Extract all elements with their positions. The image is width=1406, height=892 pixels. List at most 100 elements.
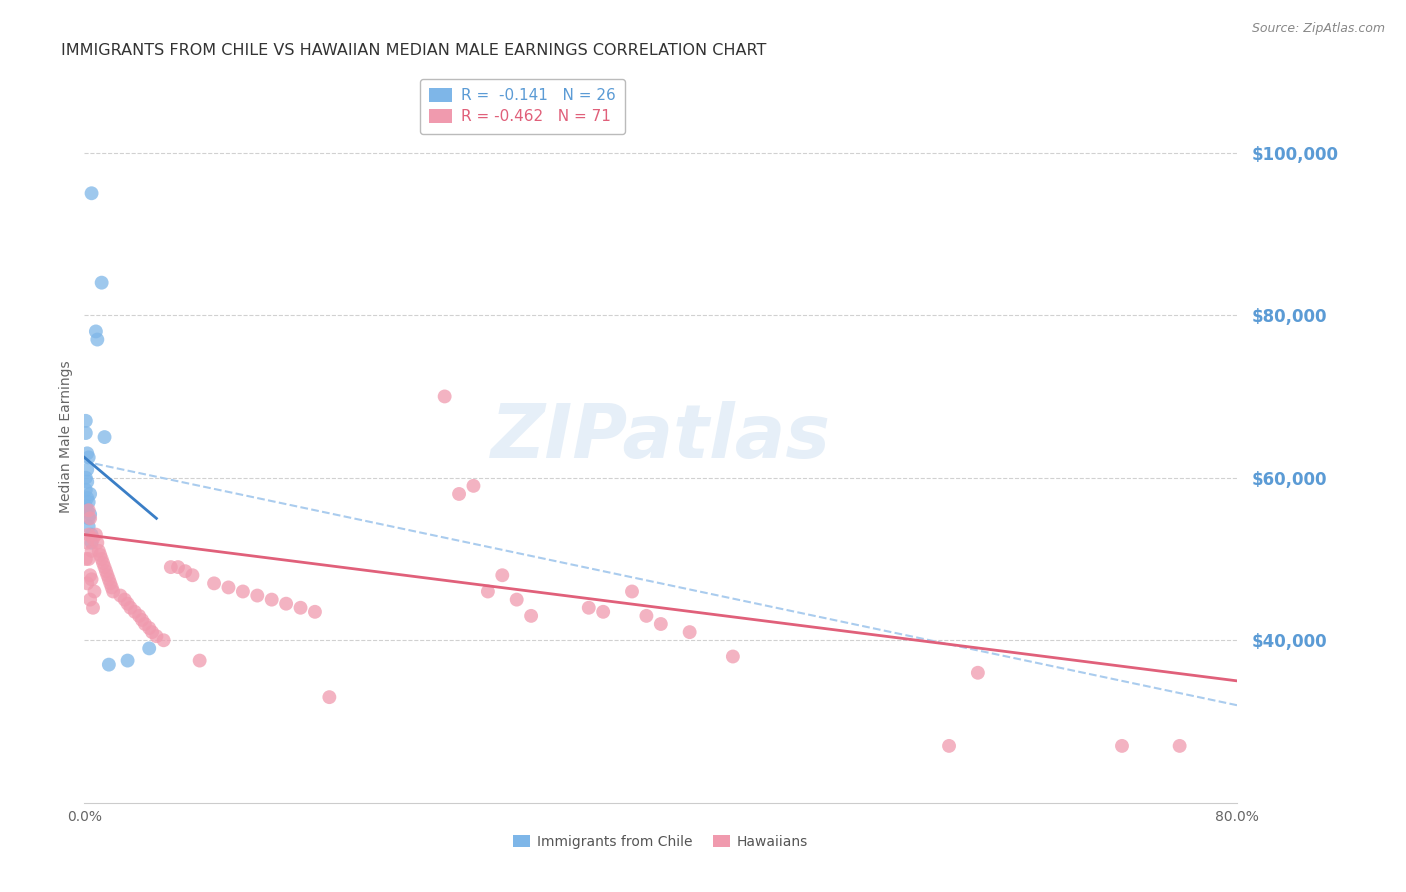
Point [93, 430, 115, 444]
Point [90, 276, 112, 290]
Point [77, 527, 100, 541]
Point [1168, 739, 1191, 753]
Point [578, 600, 600, 615]
Point [938, 739, 960, 753]
Text: Source: ZipAtlas.com: Source: ZipAtlas.com [1251, 22, 1385, 36]
Point [232, 584, 254, 599]
Point [79, 592, 101, 607]
Point [96, 568, 118, 582]
Point [114, 592, 136, 607]
Point [592, 605, 614, 619]
Point [120, 600, 142, 615]
Point [82, 600, 104, 615]
Point [83, 584, 105, 599]
Point [80, 535, 103, 549]
Point [80, 527, 103, 541]
Point [75, 414, 97, 428]
Point [77, 495, 100, 509]
Point [79, 508, 101, 522]
Point [246, 589, 269, 603]
Point [75, 471, 97, 485]
Point [89, 548, 111, 562]
Point [76, 446, 98, 460]
Point [80, 572, 103, 586]
Point [75, 425, 97, 440]
Legend: Immigrants from Chile, Hawaiians: Immigrants from Chile, Hawaiians [508, 830, 814, 855]
Point [77, 450, 100, 465]
Point [134, 617, 156, 632]
Point [117, 654, 139, 668]
Point [650, 617, 672, 632]
Point [86, 333, 108, 347]
Point [141, 625, 163, 640]
Point [260, 592, 283, 607]
Point [506, 592, 529, 607]
Point [621, 584, 644, 599]
Point [75, 552, 97, 566]
Point [76, 462, 98, 476]
Point [90, 552, 112, 566]
Point [138, 621, 160, 635]
Point [103, 584, 124, 599]
Point [117, 597, 139, 611]
Point [131, 613, 153, 627]
Point [97, 572, 120, 586]
Point [79, 511, 101, 525]
Point [128, 608, 150, 623]
Point [110, 589, 132, 603]
Point [84, 325, 107, 339]
Point [174, 564, 197, 578]
Point [77, 511, 100, 525]
Text: ZIPatlas: ZIPatlas [491, 401, 831, 474]
Point [75, 499, 97, 513]
Point [167, 560, 190, 574]
Point [188, 654, 211, 668]
Point [76, 475, 98, 489]
Text: IMMIGRANTS FROM CHILE VS HAWAIIAN MEDIAN MALE EARNINGS CORRELATION CHART: IMMIGRANTS FROM CHILE VS HAWAIIAN MEDIAN… [62, 43, 766, 58]
Point [318, 690, 340, 705]
Point [86, 535, 108, 549]
Point [276, 597, 298, 611]
Point [84, 527, 107, 541]
Point [433, 389, 456, 403]
Point [477, 584, 499, 599]
Y-axis label: Median Male Earnings: Median Male Earnings [59, 360, 73, 514]
Point [87, 544, 110, 558]
Point [79, 568, 101, 582]
Point [98, 576, 121, 591]
Point [145, 629, 167, 643]
Point [76, 503, 98, 517]
Point [77, 552, 100, 566]
Point [160, 560, 183, 574]
Point [967, 665, 990, 680]
Point [218, 581, 240, 595]
Point [721, 649, 744, 664]
Point [491, 568, 513, 582]
Point [152, 633, 174, 648]
Point [181, 568, 204, 582]
Point [76, 576, 98, 591]
Point [636, 608, 658, 623]
Point [76, 491, 98, 505]
Point [520, 608, 543, 623]
Point [463, 479, 485, 493]
Point [80, 186, 103, 201]
Point [77, 519, 100, 533]
Point [449, 487, 471, 501]
Point [679, 625, 702, 640]
Point [79, 487, 101, 501]
Point [80, 544, 103, 558]
Point [94, 564, 117, 578]
Point [76, 535, 98, 549]
Point [97, 657, 120, 672]
Point [82, 532, 104, 546]
Point [202, 576, 225, 591]
Point [100, 581, 122, 595]
Point [124, 605, 146, 619]
Point [93, 560, 115, 574]
Point [75, 483, 97, 497]
Point [77, 503, 100, 517]
Point [91, 556, 114, 570]
Point [1111, 739, 1133, 753]
Point [304, 605, 326, 619]
